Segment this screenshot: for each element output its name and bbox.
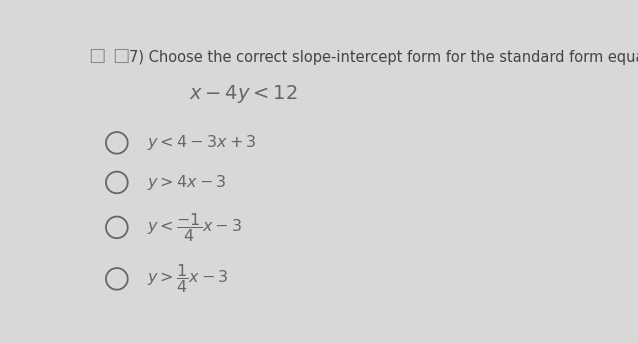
Text: 7) Choose the correct slope-intercept form for the standard form equation.: 7) Choose the correct slope-intercept fo… [129,50,638,66]
Text: $y<4-3x+3$: $y<4-3x+3$ [147,133,256,152]
Text: $y<\dfrac{-1}{4}x-3$: $y<\dfrac{-1}{4}x-3$ [147,211,241,244]
Text: $x-4y<12$: $x-4y<12$ [189,83,297,105]
Text: $y>\dfrac{1}{4}x-3$: $y>\dfrac{1}{4}x-3$ [147,262,228,295]
Text: $y>4x-3$: $y>4x-3$ [147,173,226,192]
Text: ☐: ☐ [89,48,106,67]
Text: ☐: ☐ [112,48,130,67]
